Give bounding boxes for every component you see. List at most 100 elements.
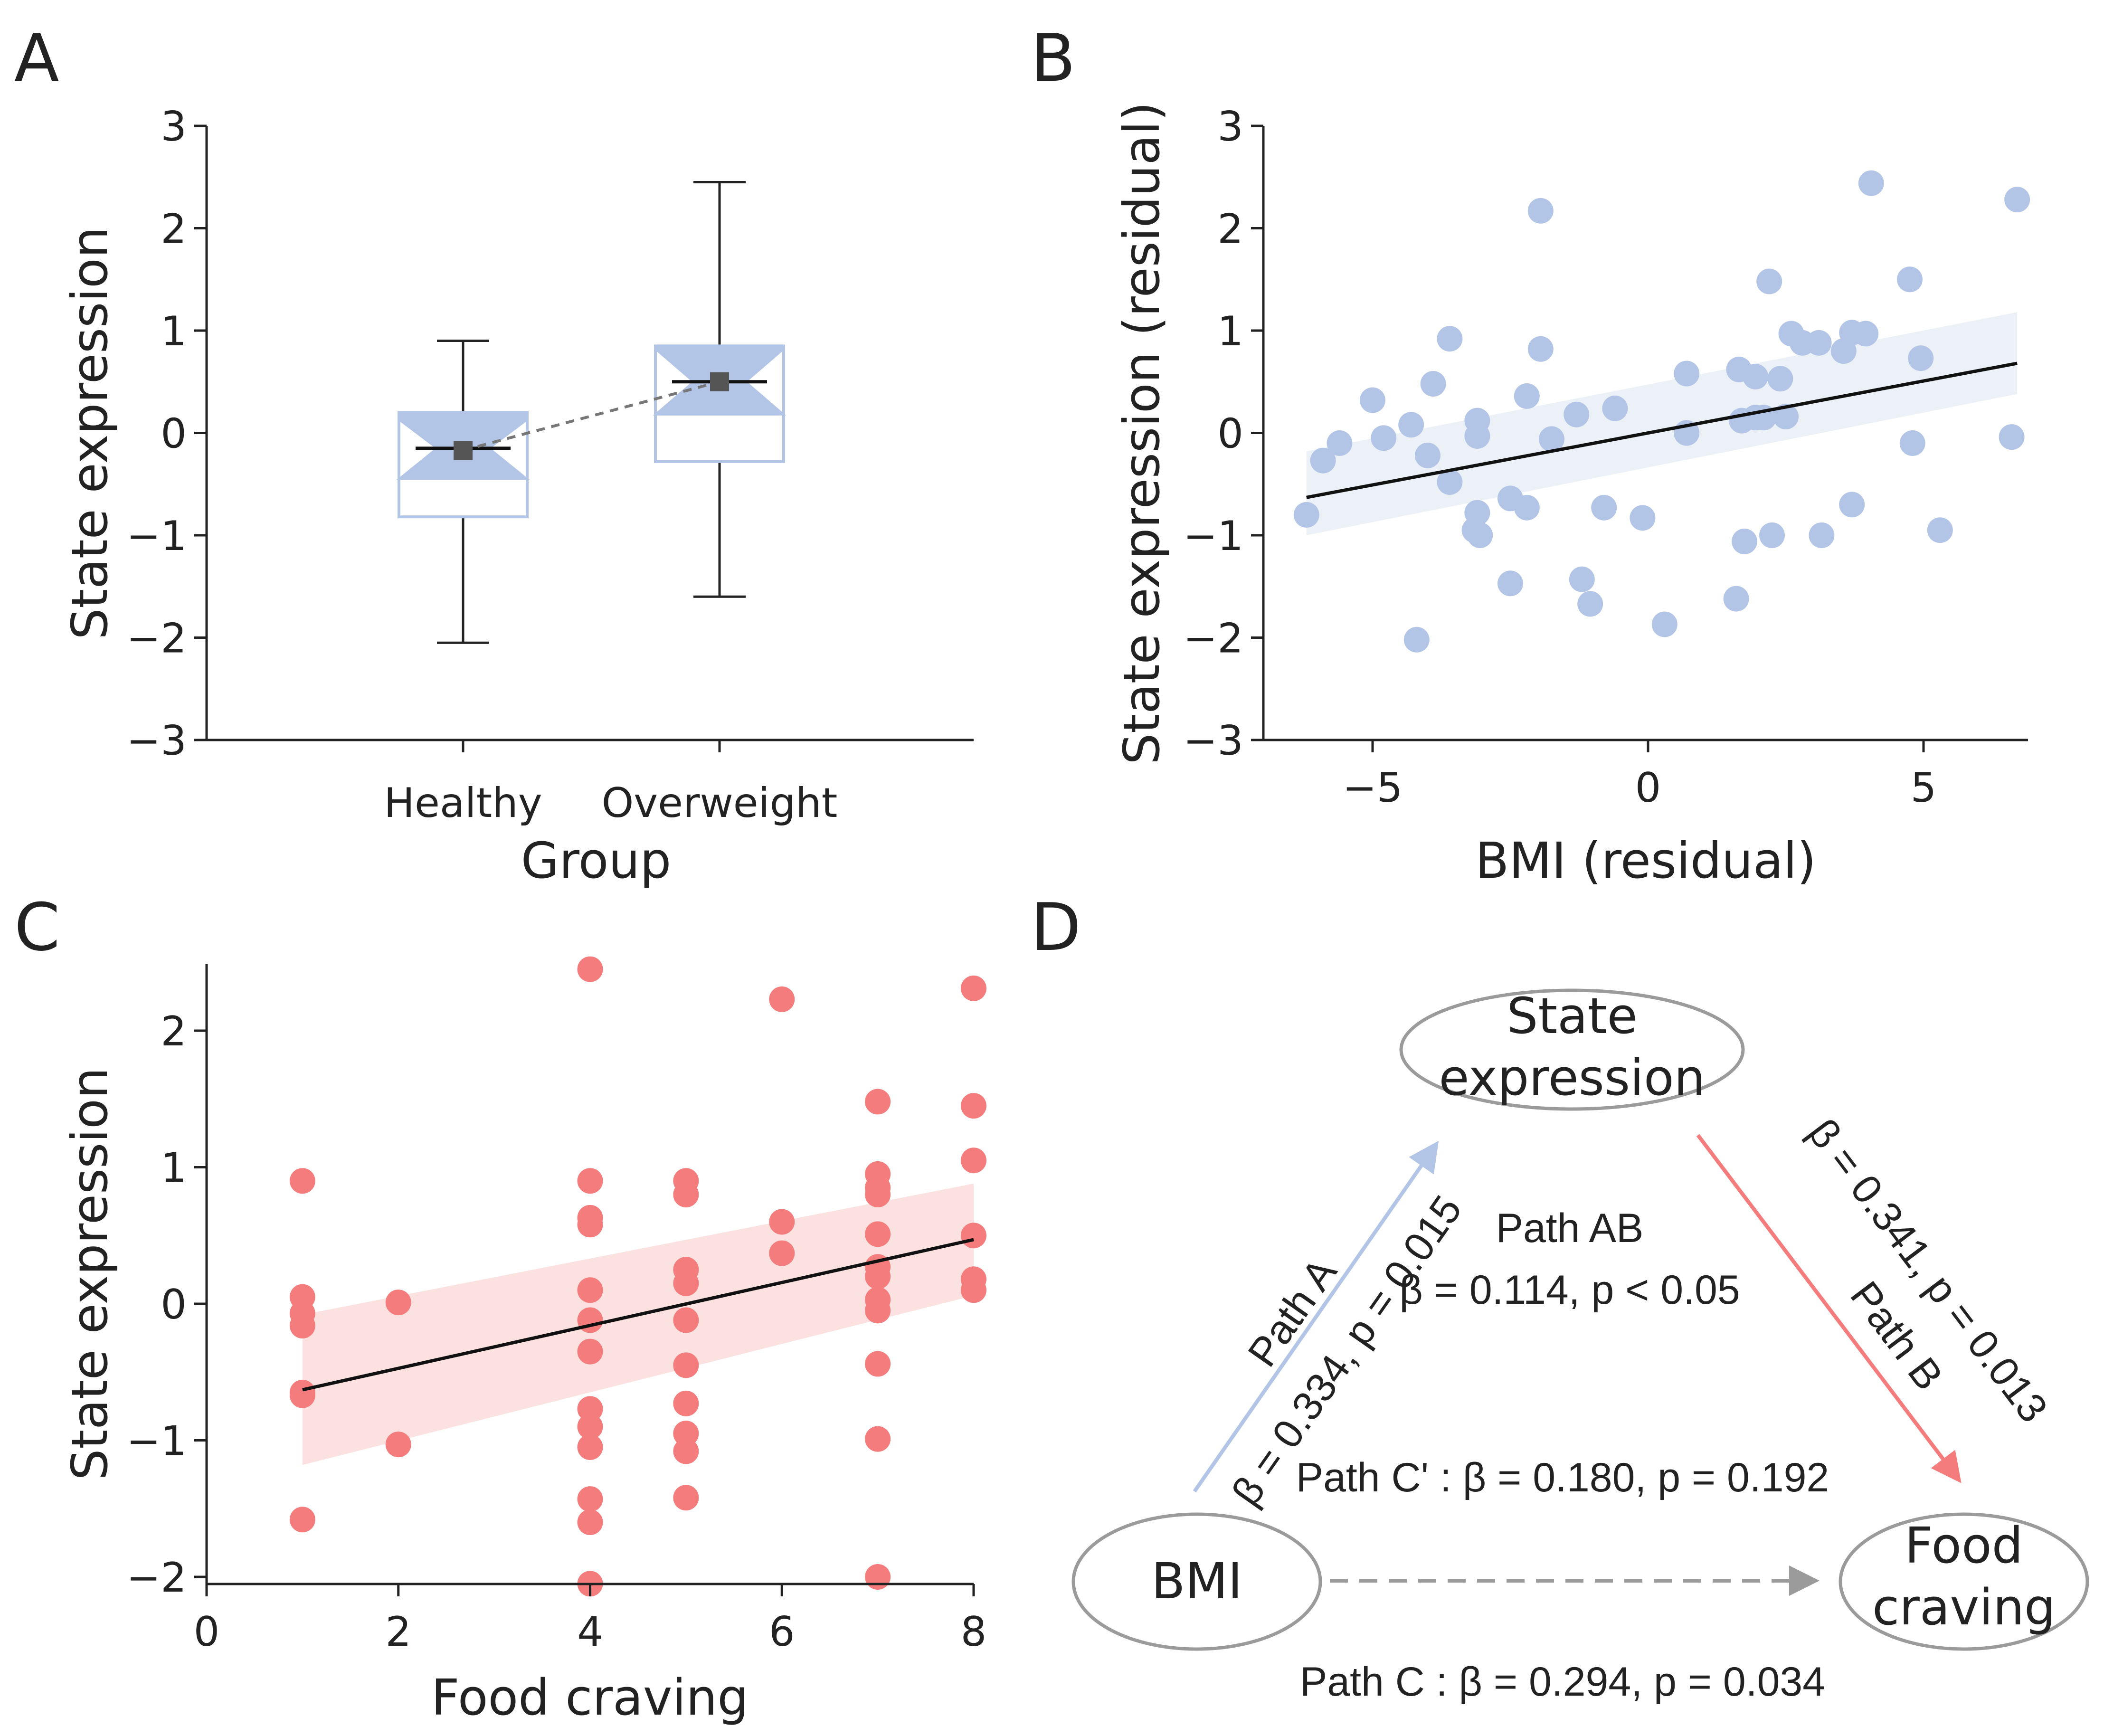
node-state-expression [1399, 988, 1745, 1111]
panel-b-point [1723, 586, 1749, 612]
panel-a-ytick-label: −1 [126, 512, 187, 560]
panel-a-mean-marker [454, 441, 473, 460]
panel-a-xtick-label: Healthy [384, 779, 542, 827]
path-a-arrow [1193, 1140, 1439, 1493]
panel-b-xtick-label: −5 [1343, 764, 1403, 812]
panel-c-ytick-label: 0 [161, 1281, 187, 1328]
node-food-craving [1839, 1512, 2089, 1651]
panel-b-point [1858, 170, 1884, 196]
panel-b-point [2004, 187, 2030, 213]
panel-b-point [1651, 611, 1678, 637]
panel-c-ytick-label: −1 [126, 1418, 187, 1465]
panel-label-b: B [1031, 20, 1076, 96]
panel-c-confidence-band [302, 1184, 974, 1465]
panel-b-point [1527, 336, 1554, 362]
panel-b-point [1527, 198, 1554, 224]
panel-c-point [289, 1313, 315, 1338]
panel-c-point [961, 1223, 986, 1249]
node-food-craving-line1: Food [1905, 1517, 2023, 1575]
panel-c-point [673, 1438, 699, 1464]
panel-b-point [1927, 517, 1953, 543]
panel-a-xtick-label: Overweight [602, 779, 838, 827]
panel-b-point [1602, 395, 1628, 421]
panel-c-xlabel: Food craving [431, 1669, 749, 1727]
panel-c-point [385, 1290, 411, 1316]
panel-b-point [1743, 363, 1769, 389]
panel-label-c: C [14, 889, 60, 966]
panel-c-point [865, 1221, 891, 1247]
panel-b-point [1853, 321, 1879, 347]
panel-b-point [1420, 371, 1446, 397]
panel-c-point [577, 1486, 603, 1512]
panel-b-point [1464, 423, 1490, 449]
panel-b-point [1732, 528, 1757, 554]
path-c-prime-label: Path C' : β = 0.180, p = 0.192 [1296, 1455, 1829, 1500]
panel-c-point [673, 1485, 699, 1511]
panel-a-boxplot: 3 2 1 0 −1 −2 −3 Healthy Overweight Group State… [61, 103, 974, 890]
panel-c-point [385, 1432, 411, 1458]
panel-b-point [1999, 424, 2025, 450]
panel-c-point [961, 975, 986, 1001]
panel-c-point [673, 1182, 699, 1207]
panel-c-point [577, 956, 603, 982]
panel-c-point [865, 1426, 891, 1452]
panel-c-point [769, 986, 795, 1012]
panel-c-point [673, 1421, 699, 1447]
panel-b-ylabel: State expression (residual) [1113, 102, 1171, 765]
path-c-label: Path C : β = 0.294, p = 0.034 [1300, 1659, 1825, 1705]
panel-c-scatter: 2 1 0 −1 −2 0 2 4 6 8 Food craving State express… [61, 956, 986, 1727]
panel-b-point [1674, 360, 1700, 387]
panel-c-ytick-label: 2 [161, 1008, 187, 1055]
path-ab-stats: β = 0.114, p < 0.05 [1399, 1267, 1740, 1313]
panel-b-ytick-label: 3 [1217, 103, 1243, 151]
panel-a-mean-connector [463, 380, 720, 452]
panel-b-point [1767, 366, 1793, 392]
panel-c-point [289, 1507, 315, 1533]
panel-d-mediation-diagram: State expression BMI Food craving Path A… [1071, 987, 2089, 1705]
panel-c-point [865, 1351, 891, 1377]
panel-b-point [1908, 345, 1934, 371]
panel-b-ytick-label: −2 [1183, 615, 1243, 663]
panel-c-point [577, 1396, 603, 1422]
panel-b-point [1467, 522, 1493, 548]
panel-b-xtick-label: 0 [1635, 764, 1661, 812]
panel-b-fit-line [1306, 361, 2018, 499]
panel-c-point [865, 1182, 891, 1207]
panel-b-ytick-label: −3 [1183, 717, 1243, 765]
panel-c-xtick-label: 4 [577, 1608, 603, 1656]
panel-c-point [577, 1434, 603, 1460]
panel-b-confidence-band [1306, 312, 2018, 535]
panel-b-point [1514, 494, 1540, 521]
panel-c-point [577, 1168, 603, 1194]
panel-a-ylabel: State expression [61, 227, 119, 639]
panel-b-point [1403, 626, 1430, 653]
panel-b-point [1897, 266, 1923, 293]
node-food-craving-line2: craving [1872, 1578, 2056, 1636]
panel-b-ytick-label: 0 [1217, 410, 1243, 458]
panel-c-point [673, 1390, 699, 1416]
panel-a-ytick-label: 0 [161, 410, 187, 458]
panel-c-ylabel: State expression [61, 1067, 119, 1480]
panel-b-scatter: 3 2 1 0 −1 −2 −3 −5 0 5 BMI (residual) State exp… [1113, 102, 2030, 890]
panel-c-point [577, 1509, 603, 1535]
panel-b-point [1806, 330, 1832, 356]
panel-a-ytick-label: 3 [161, 103, 187, 151]
path-b-arrow [1696, 1134, 1962, 1483]
panel-b-point [1293, 502, 1319, 528]
panel-b-point [1569, 566, 1595, 592]
panel-b-point [1773, 404, 1799, 430]
panel-b-point [1577, 591, 1603, 617]
panel-c-point [865, 1263, 891, 1290]
panel-b-point [1360, 387, 1385, 413]
panel-b-point [1839, 492, 1865, 518]
node-bmi [1071, 1512, 1322, 1651]
panel-c-xtick-label: 6 [769, 1608, 795, 1656]
panel-b-point [1514, 383, 1540, 409]
panel-label-d: D [1031, 889, 1081, 966]
panel-c-point [577, 1338, 603, 1365]
panel-c-ytick-label: −2 [126, 1554, 187, 1602]
panel-c-point [673, 1352, 699, 1378]
panel-c-point [769, 1209, 795, 1235]
panel-b-point [1437, 469, 1463, 495]
panel-b-point [1415, 442, 1441, 468]
